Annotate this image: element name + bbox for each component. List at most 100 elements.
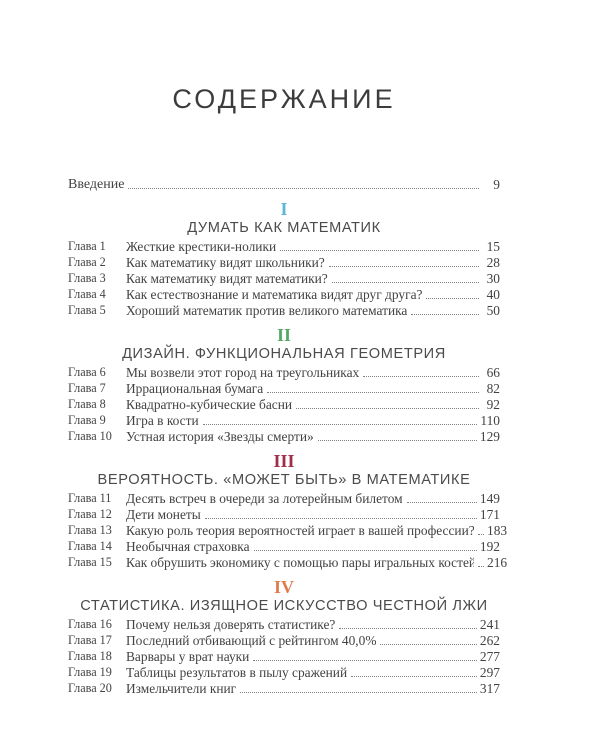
section-chapters: Глава 11 Десять встреч в очереди за лоте… — [68, 490, 507, 570]
page-number: 171 — [479, 507, 500, 522]
chapter-title: Таблицы результатов в пылу сражений — [126, 665, 348, 680]
chapter-title: Как обрушить экономику с помощью пары иг… — [126, 555, 474, 570]
chapter-label: Глава 6 — [68, 365, 106, 379]
chapter-label: Глава 1 — [68, 239, 106, 253]
chapter-title: Жесткие крестики-нолики — [126, 239, 277, 254]
toc-entry: Глава 16 Почему нельзя доверять статисти… — [68, 616, 500, 632]
page-number: 28 — [486, 255, 500, 270]
toc-content: СОДЕРЖАНИЕ Введение 9 I ДУМАТЬ КАК МАТЕМ… — [68, 0, 507, 696]
page-number: 110 — [480, 413, 500, 428]
page-number: 277 — [479, 649, 500, 664]
page-number: 66 — [486, 365, 500, 380]
dot-leader — [240, 692, 477, 693]
dot-leader — [339, 628, 477, 629]
chapter-title: Хороший математик против великого матема… — [126, 303, 408, 318]
sections: I ДУМАТЬ КАК МАТЕМАТИК Глава 1 Жесткие к… — [68, 199, 507, 696]
page-number: 262 — [479, 633, 500, 648]
dot-leader — [363, 376, 479, 377]
section-heading: ДИЗАЙН. ФУНКЦИОНАЛЬНАЯ ГЕОМЕТРИЯ — [122, 346, 446, 362]
toc-entry: Глава 4 Как естествознание и математика … — [68, 286, 500, 302]
toc-entry: Глава 11 Десять встреч в очереди за лоте… — [68, 490, 500, 506]
page-number: 129 — [479, 429, 500, 444]
page-number: 30 — [486, 271, 500, 286]
chapter-title: Необычная страховка — [126, 539, 250, 554]
chapter-title: Как математику видят школьники? — [126, 255, 325, 270]
section-numeral: IV — [273, 577, 294, 597]
toc-entry: Глава 5 Хороший математик против великог… — [68, 302, 500, 318]
section-chapters: Глава 16 Почему нельзя доверять статисти… — [68, 616, 500, 696]
dot-leader — [204, 518, 477, 519]
chapter-title: Как математику видят математики? — [126, 271, 328, 286]
toc-entry: Глава 17 Последний отбивающий с рейтинго… — [68, 632, 500, 648]
toc-entry: Глава 10 Устная история «Звезды смерти» … — [68, 428, 500, 444]
chapter-title: Как естествознание и математика видят др… — [126, 287, 423, 302]
dot-leader — [267, 392, 479, 393]
chapter-label: Глава 10 — [68, 429, 112, 443]
toc-entry: Глава 14 Необычная страховка 192 — [68, 538, 500, 554]
dot-leader — [426, 298, 479, 299]
chapter-label: Глава 3 — [68, 271, 106, 285]
dot-leader — [478, 566, 484, 567]
chapter-label: Глава 7 — [68, 381, 106, 395]
dot-leader — [202, 424, 478, 425]
chapter-title: Варвары у врат науки — [126, 649, 250, 664]
page-number: 241 — [479, 617, 500, 632]
chapter-title: Устная история «Звезды смерти» — [126, 429, 314, 444]
toc-entry-intro: Введение 9 — [68, 176, 500, 192]
toc-entry: Глава 15 Как обрушить экономику с помощь… — [68, 554, 507, 570]
chapter-label: Глава 12 — [68, 507, 112, 521]
section-heading: ДУМАТЬ КАК МАТЕМАТИК — [187, 220, 381, 236]
toc-entry: Глава 1 Жесткие крестики-нолики 15 — [68, 238, 500, 254]
dot-leader — [380, 644, 477, 645]
dot-leader — [253, 660, 477, 661]
dot-leader — [411, 314, 479, 315]
toc-entry: Глава 7 Иррациональная бумага 82 — [68, 380, 500, 396]
toc-entry: Глава 3 Как математику видят математики?… — [68, 270, 500, 286]
dot-leader — [317, 440, 477, 441]
toc-entry: Глава 6 Мы возвели этот город на треугол… — [68, 364, 500, 380]
chapter-title: Десять встреч в очереди за лотерейным би… — [126, 491, 403, 506]
dot-leader — [406, 502, 477, 503]
chapter-label: Глава 4 — [68, 287, 106, 301]
dot-leader — [328, 266, 479, 267]
chapter-title: Мы возвели этот город на треугольниках — [126, 365, 360, 380]
page-number: 183 — [487, 523, 508, 538]
page-title: СОДЕРЖАНИЕ — [172, 84, 396, 114]
toc-entry: Глава 2 Как математику видят школьники? … — [68, 254, 500, 270]
page-number: 216 — [487, 555, 508, 570]
page-number: 92 — [486, 397, 500, 412]
dot-leader — [128, 188, 479, 189]
section-numeral: II — [276, 325, 291, 345]
dot-leader — [280, 250, 479, 251]
chapter-title: Квадратно-кубические басни — [126, 397, 293, 412]
page-number: 297 — [479, 665, 500, 680]
toc-section: IV СТАТИСТИКА. ИЗЯЩНОЕ ИСКУССТВО ЧЕСТНОЙ… — [68, 577, 500, 696]
page-number: 192 — [479, 539, 500, 554]
chapter-title: Какую роль теория вероятностей играет в … — [126, 523, 474, 538]
page-number: 50 — [486, 303, 500, 318]
section-numeral: I — [280, 199, 288, 219]
intro-page-number: 9 — [493, 177, 500, 192]
chapter-title: Измельчители книг — [126, 681, 237, 696]
toc-entry: Глава 20 Измельчители книг 317 — [68, 680, 500, 696]
chapter-label: Глава 20 — [68, 681, 112, 695]
chapter-title: Иррациональная бумага — [126, 381, 264, 396]
section-heading: СТАТИСТИКА. ИЗЯЩНОЕ ИСКУССТВО ЧЕСТНОЙ ЛЖ… — [80, 598, 488, 614]
toc-entry: Глава 12 Дети монеты 171 — [68, 506, 500, 522]
toc-entry: Глава 18 Варвары у врат науки 277 — [68, 648, 500, 664]
chapter-label: Глава 8 — [68, 397, 106, 411]
toc-section: II ДИЗАЙН. ФУНКЦИОНАЛЬНАЯ ГЕОМЕТРИЯ Глав… — [68, 325, 500, 444]
dot-leader — [351, 676, 477, 677]
toc-entry: Глава 9 Игра в кости 110 — [68, 412, 500, 428]
section-numeral: III — [273, 451, 295, 471]
page-number: 149 — [479, 491, 500, 506]
dot-leader — [331, 282, 479, 283]
page-number: 15 — [486, 239, 500, 254]
chapter-label: Глава 15 — [68, 555, 112, 569]
chapter-title: Игра в кости — [126, 413, 199, 428]
chapter-title: Дети монеты — [126, 507, 201, 522]
chapter-title: Последний отбивающий с рейтингом 40,0% — [126, 633, 377, 648]
chapter-label: Глава 9 — [68, 413, 106, 427]
section-chapters: Глава 1 Жесткие крестики-нолики 15 Глава… — [68, 238, 500, 318]
